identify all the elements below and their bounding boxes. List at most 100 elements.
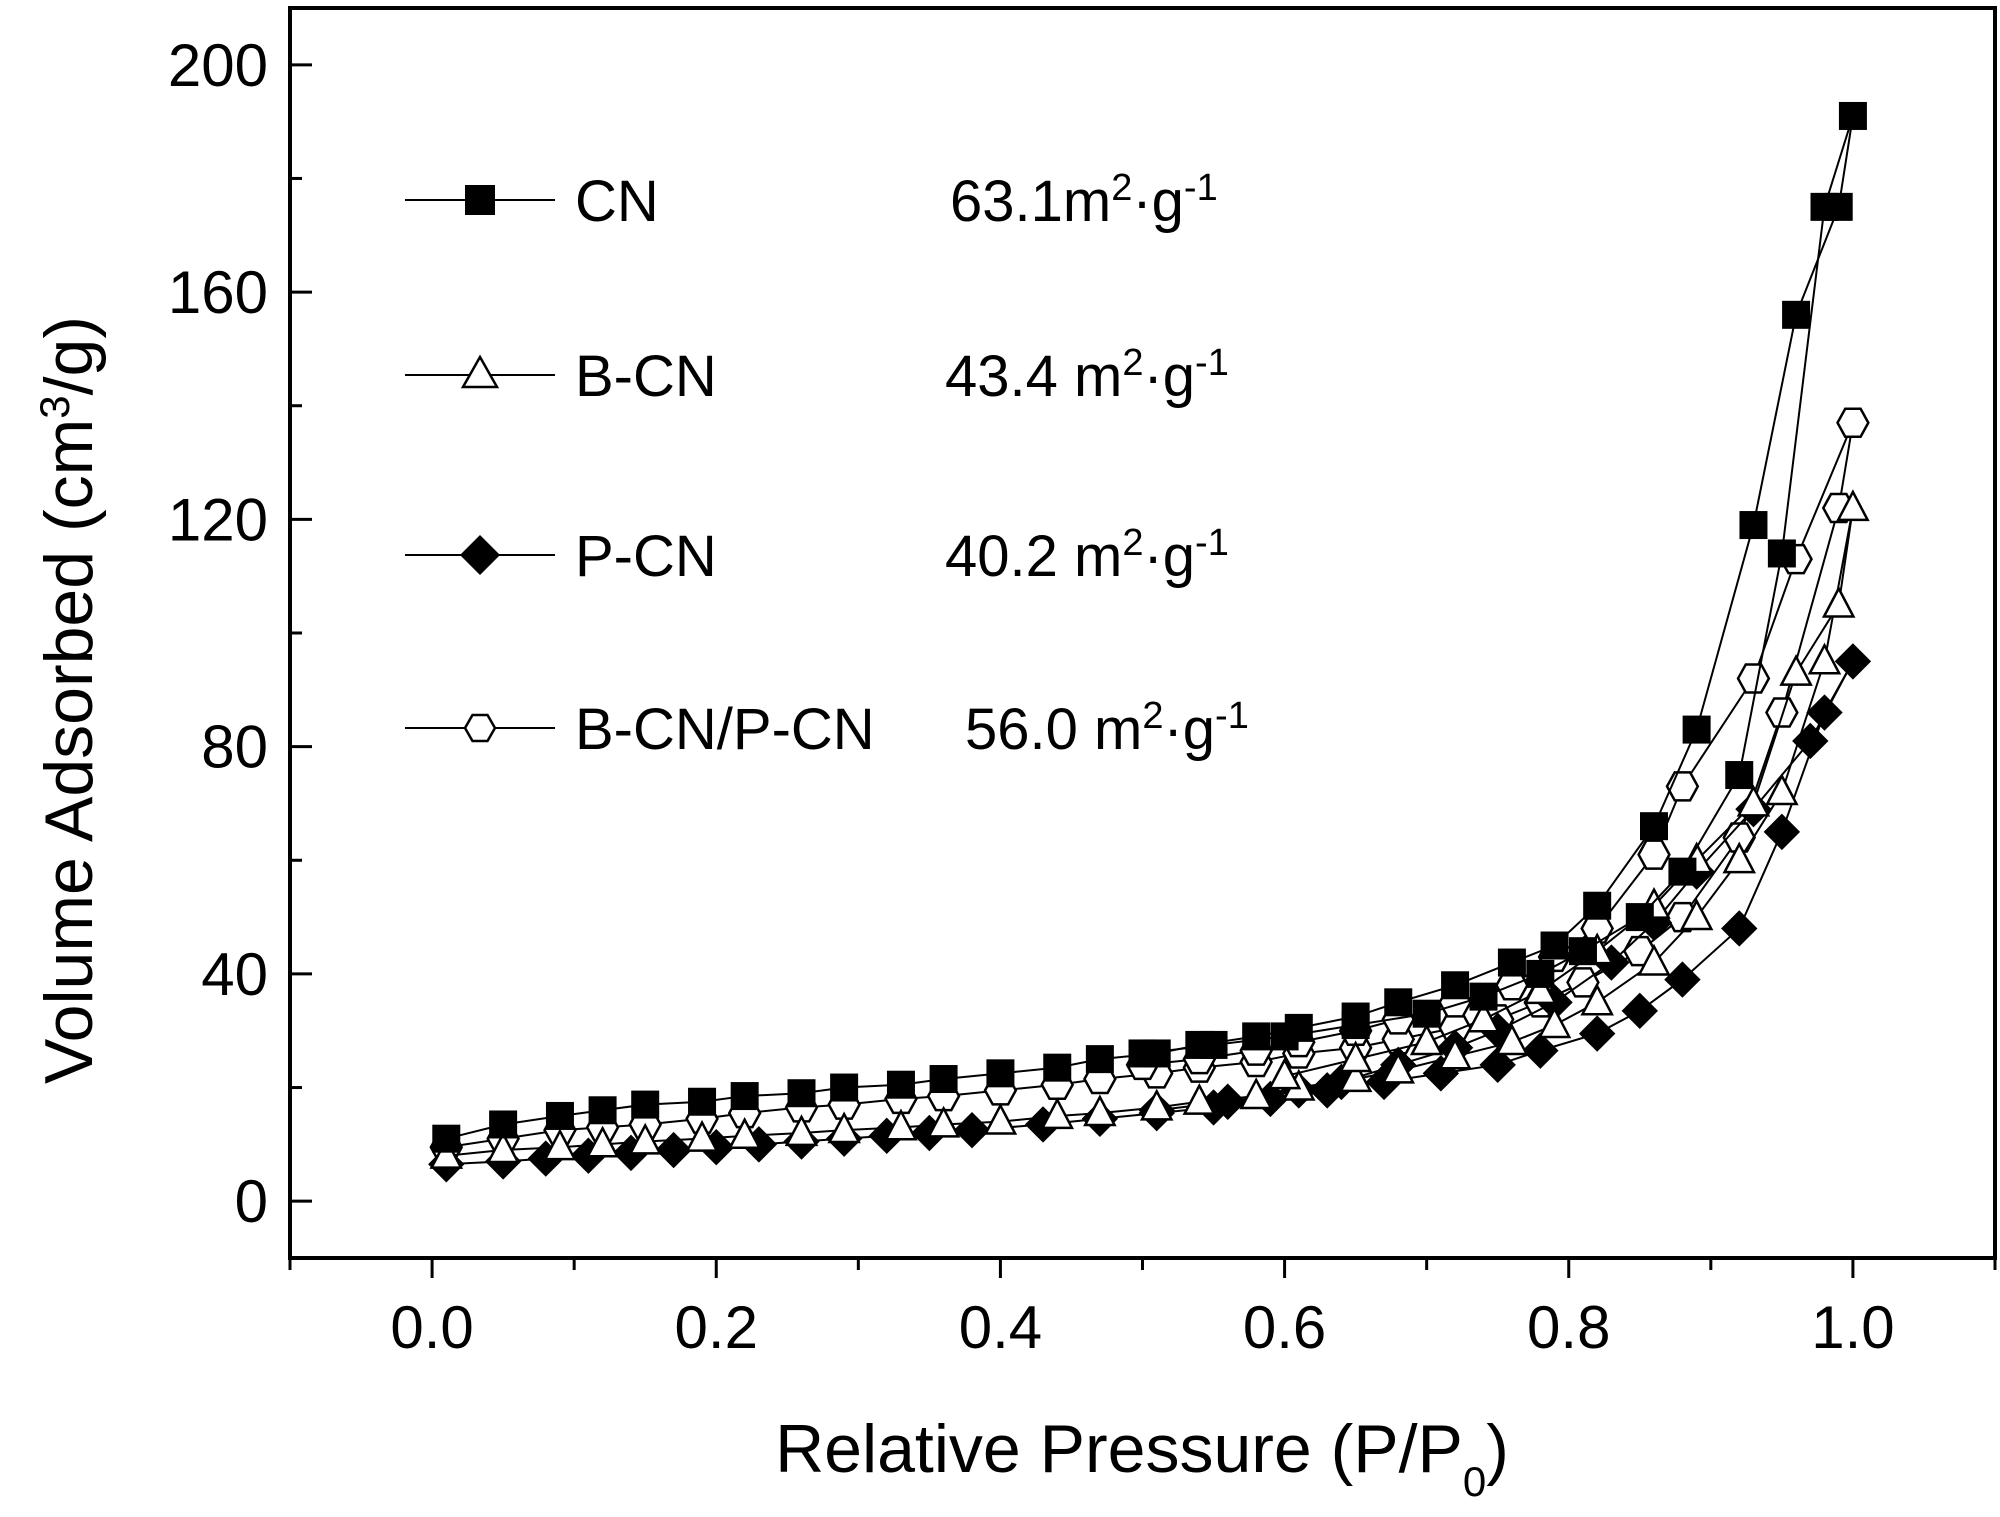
- data-point-adsorption: [730, 1082, 759, 1111]
- x-tick-label: 0.4: [959, 1294, 1042, 1361]
- legend-entry-b-cn-p-cn: B-CN/P-CN 56.0 m2·g-1: [405, 695, 1249, 762]
- data-point-adsorption: [1239, 1077, 1273, 1110]
- data-point-adsorption: [685, 1119, 719, 1152]
- data-point-adsorption: [1479, 1046, 1516, 1084]
- data-point-adsorption: [1807, 642, 1842, 675]
- data-point-adsorption: [983, 1102, 1018, 1135]
- data-point-adsorption: [1182, 1082, 1217, 1115]
- data-point-desorption: [1767, 539, 1796, 568]
- data-point-adsorption: [1765, 773, 1799, 806]
- data-point-adsorption: [1722, 841, 1757, 874]
- data-point-adsorption: [1739, 511, 1768, 540]
- legend-area-p-cn-mid: ·g: [1143, 524, 1195, 589]
- legend-entry-cn: CN 63.1m2·g-1: [405, 167, 1218, 234]
- data-point-adsorption: [1085, 1045, 1114, 1074]
- data-point-adsorption: [787, 1079, 816, 1108]
- legend-area-cn: 63.1m2·g-1: [950, 167, 1218, 234]
- data-point-adsorption: [545, 1101, 574, 1130]
- data-point-desorption: [1736, 784, 1771, 817]
- series-line-desorption: [1284, 507, 1854, 1078]
- data-point-adsorption: [1834, 643, 1872, 680]
- data-point-adsorption: [1806, 694, 1843, 731]
- data-point-adsorption: [784, 1114, 819, 1147]
- legend: CN 63.1m2·g-1 B-CN 43.4 m2·g-1 P-CN 40.2…: [405, 167, 1249, 762]
- data-point-desorption: [1523, 972, 1558, 1005]
- x-tick-label: 0.2: [675, 1294, 758, 1361]
- legend-area-b-cn-p-cn-sup: 2: [1142, 695, 1163, 737]
- series-cn: [432, 101, 1867, 1153]
- y-tick-label: 200: [168, 32, 268, 99]
- legend-area-cn-mid: ·g: [1132, 169, 1184, 234]
- data-point-adsorption: [986, 1059, 1015, 1088]
- data-point-adsorption: [1381, 1051, 1416, 1084]
- y-tick-label: 80: [201, 714, 268, 781]
- legend-marker-cn: [465, 185, 495, 215]
- data-point-desorption: [1209, 1083, 1246, 1120]
- data-point-desorption: [1568, 937, 1597, 966]
- data-point-adsorption: [1836, 489, 1870, 522]
- legend-label-cn: CN: [575, 169, 659, 234]
- data-point-adsorption: [1580, 983, 1614, 1016]
- data-point-desorption: [1199, 1030, 1228, 1059]
- data-point-adsorption: [926, 1105, 961, 1138]
- data-point-adsorption: [1242, 1022, 1271, 1051]
- legend-area-p-cn-value: 40.2 m: [945, 524, 1122, 589]
- y-axis-title-sup: 3: [31, 395, 78, 418]
- data-point-desorption: [1526, 959, 1555, 988]
- data-point-adsorption: [1836, 407, 1870, 439]
- data-point-adsorption: [1682, 715, 1711, 744]
- x-axis-title-main: Relative Pressure (P/P: [775, 1411, 1463, 1487]
- data-point-adsorption: [1422, 1055, 1460, 1092]
- data-point-desorption: [1792, 722, 1829, 760]
- data-point-adsorption: [827, 1111, 861, 1144]
- legend-entry-b-cn: B-CN 43.4 m2·g-1: [405, 342, 1229, 409]
- y-tick-label: 120: [168, 486, 268, 553]
- data-point-adsorption: [886, 1070, 915, 1099]
- data-point-adsorption: [688, 1087, 717, 1116]
- data-point-adsorption: [1522, 1032, 1559, 1069]
- legend-area-cn-value: 63.1m: [950, 169, 1111, 234]
- data-point-desorption: [1637, 839, 1671, 870]
- legend-label-p-cn: P-CN: [575, 524, 717, 589]
- data-point-desorption: [1270, 1022, 1299, 1051]
- legend-area-b-cn-p-cn: 56.0 m2·g-1: [965, 695, 1249, 762]
- data-point-adsorption: [1765, 697, 1799, 728]
- y-axis-title: Volume Adsorbed (cm3/g): [31, 316, 108, 1084]
- data-point-adsorption: [1043, 1053, 1072, 1082]
- data-point-adsorption: [1438, 1037, 1472, 1070]
- legend-entry-p-cn: P-CN 40.2 m2·g-1: [405, 522, 1229, 589]
- legend-area-b-cn-mid: ·g: [1143, 344, 1195, 409]
- legend-area-b-cn-p-cn-mid: ·g: [1163, 697, 1215, 762]
- data-point-adsorption: [929, 1065, 958, 1094]
- ticks-layer: 0 40 80 120 160 200 0.0 0.2 0.4 0.6 0.8 1.0: [168, 32, 1997, 1361]
- y-tick-label: 160: [168, 259, 268, 326]
- legend-label-b-cn: B-CN: [575, 344, 717, 409]
- data-point-adsorption: [1640, 812, 1668, 841]
- data-point-adsorption: [727, 1117, 762, 1149]
- legend-area-cn-sup2: -1: [1184, 167, 1218, 209]
- x-axis-title-sub: 0: [1463, 1458, 1486, 1505]
- data-point-adsorption: [1441, 971, 1470, 1000]
- data-point-adsorption: [543, 1128, 577, 1161]
- x-axis-title-close: ): [1486, 1411, 1509, 1487]
- legend-area-b-cn-p-cn-value: 56.0 m: [965, 697, 1142, 762]
- data-point-adsorption: [1578, 1015, 1616, 1052]
- series-b-cn: [429, 489, 1870, 1169]
- data-point-desorption: [1466, 1000, 1501, 1033]
- data-point-adsorption: [1083, 1094, 1117, 1127]
- data-point-desorption: [1725, 761, 1754, 790]
- data-point-adsorption: [1782, 300, 1811, 329]
- data-point-desorption: [1668, 857, 1697, 886]
- data-point-desorption: [1338, 1040, 1373, 1073]
- x-tick-label: 0.0: [390, 1294, 473, 1361]
- x-tick-label: 0.6: [1243, 1294, 1326, 1361]
- data-point-desorption: [1736, 663, 1771, 694]
- data-point-desorption: [1409, 1023, 1444, 1056]
- data-point-desorption: [1267, 1057, 1302, 1090]
- legend-marker-b-cn-p-cn: [463, 713, 497, 743]
- legend-marker-b-cn: [460, 354, 500, 389]
- legend-area-b-cn-sup2: -1: [1195, 342, 1229, 384]
- x-tick-label: 1.0: [1811, 1294, 1894, 1361]
- y-tick-label: 40: [201, 941, 268, 1008]
